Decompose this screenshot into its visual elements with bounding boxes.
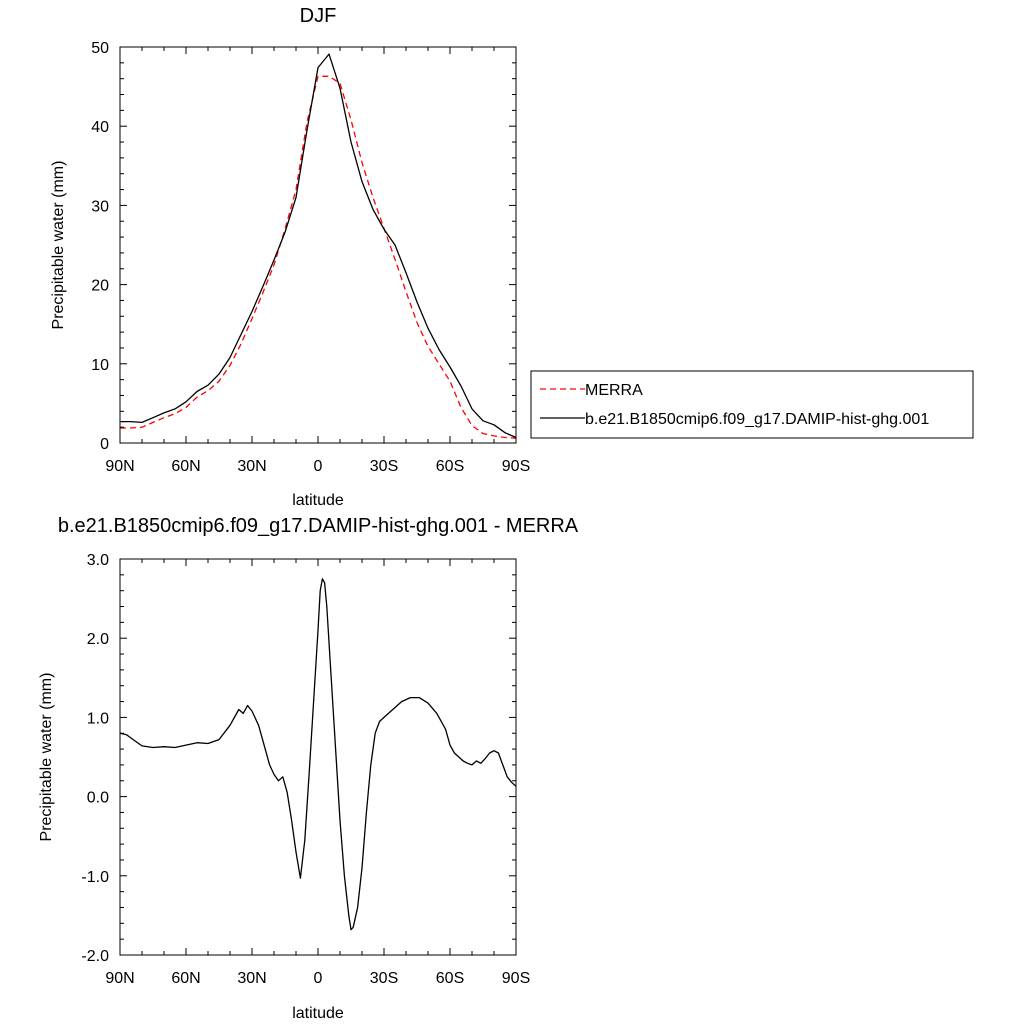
y-tick-label: 3.0 [87, 552, 109, 569]
y-tick-label: 40 [91, 119, 109, 136]
top-chart-title: DJF [300, 5, 337, 27]
bottom-chart-lines [119, 578, 517, 931]
x-tick-label: 0 [314, 970, 323, 987]
x-tick-label: 60N [171, 970, 200, 987]
bottom-chart-title: b.e21.B1850cmip6.f09_g17.DAMIP-hist-ghg.… [58, 515, 579, 537]
y-tick-label: 0 [100, 436, 109, 453]
x-tick-label: 60S [436, 970, 464, 987]
x-tick-label: 60N [171, 458, 200, 475]
top-chart-panel: DJF 90N 60N 30N 0 30S 60S 90S 0 10 20 30 40 50 latit… [50, 5, 530, 509]
x-tick-label: 90S [502, 970, 530, 987]
y-tick-label: 2.0 [87, 631, 109, 648]
x-tick-label: 90N [105, 458, 134, 475]
bottom-chart-panel: b.e21.B1850cmip6.f09_g17.DAMIP-hist-ghg.… [38, 515, 579, 1022]
top-y-axis-label: Precipitable water (mm) [50, 161, 67, 330]
bottom-plot-frame [119, 558, 517, 956]
y-tick-label: 20 [91, 278, 109, 295]
top-chart-lines [120, 53, 517, 439]
y-tick-label: 50 [91, 40, 109, 57]
y-tick-label: -1.0 [81, 869, 109, 886]
x-tick-label: 0 [314, 458, 323, 475]
x-tick-label: 60S [436, 458, 464, 475]
x-tick-label: 90S [502, 458, 530, 475]
y-tick-label: 0.0 [87, 790, 109, 807]
y-tick-label: -2.0 [81, 948, 109, 965]
legend-label-merra: MERRA [585, 382, 643, 399]
top-x-axis-label: latitude [292, 492, 344, 509]
top-plot-frame [119, 46, 517, 444]
bottom-x-axis-label: latitude [292, 1005, 344, 1022]
y-tick-label: 1.0 [87, 710, 109, 727]
x-tick-label: 30N [237, 458, 266, 475]
legend: MERRA b.e21.B1850cmip6.f09_g17.DAMIP-his… [530, 370, 974, 439]
legend-box [530, 370, 974, 439]
x-tick-label: 30N [237, 970, 266, 987]
x-tick-label: 90N [105, 970, 134, 987]
merra-line [120, 75, 517, 439]
difference-line [119, 578, 517, 931]
y-tick-label: 30 [91, 198, 109, 215]
legend-label-model: b.e21.B1850cmip6.f09_g17.DAMIP-hist-ghg.… [585, 411, 929, 428]
x-tick-label: 30S [370, 970, 398, 987]
bottom-y-axis-label: Precipitable water (mm) [38, 673, 55, 842]
x-tick-label: 30S [370, 458, 398, 475]
y-tick-label: 10 [91, 357, 109, 374]
model-line [120, 53, 517, 439]
